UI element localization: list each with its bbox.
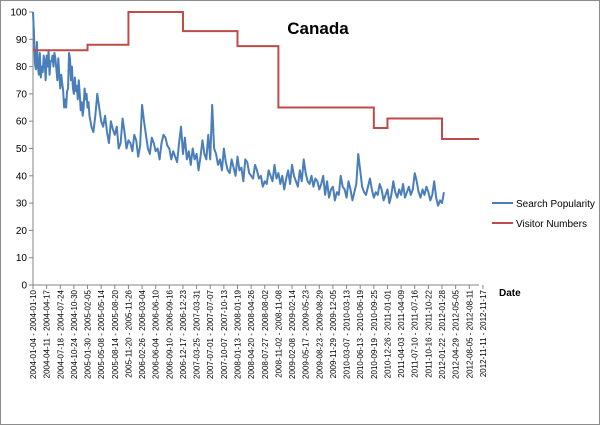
- x-tick-label: 2008-11-02 - 2008-11-08: [274, 289, 283, 377]
- y-tick-label: 100: [10, 8, 27, 19]
- x-tick-label: 2004-07-18 - 2004-07-24: [56, 289, 65, 379]
- legend-label-search-popularity: Search Popularity: [516, 199, 595, 210]
- x-tick-label: 2009-02-08 - 2009-02-14: [288, 289, 297, 379]
- x-tick-label: 2010-09-19 - 2010-09-25: [370, 289, 379, 379]
- x-tick-label: 2010-06-13 - 2010-06-19: [356, 289, 365, 379]
- legend-label-visitor-numbers: Visitor Numbers: [516, 219, 587, 230]
- x-tick-label: 2006-12-17 - 2006-12-23: [179, 289, 188, 379]
- x-tick-label: 2011-07-10 - 2011-07-16: [411, 289, 420, 377]
- series-layer: [32, 11, 479, 207]
- x-tick-label: 2005-01-30 - 2005-02-05: [84, 289, 93, 379]
- x-tick-label: 2010-03-07 - 2010-03-13: [343, 289, 352, 379]
- legend: Search Popularity Visitor Numbers: [492, 199, 595, 230]
- y-tick-label: 50: [16, 144, 28, 155]
- x-tick-label: 2008-04-20 - 2008-04-26: [247, 289, 256, 379]
- x-tick-label: 2012-04-29 - 2012-05-05: [452, 289, 461, 379]
- y-tick-label: 60: [16, 117, 28, 128]
- x-tick-label: 2007-03-25 - 2007-03-31: [193, 289, 202, 379]
- series-line-search-popularity: [32, 11, 445, 207]
- x-tick-label: 2005-05-08 - 2005-05-14: [97, 289, 106, 379]
- y-tick-label: 0: [21, 281, 27, 292]
- y-tick-label: 80: [16, 62, 28, 73]
- y-tick-label: 20: [16, 226, 28, 237]
- x-tick-label: 2006-09-10 - 2006-09-16: [165, 289, 174, 379]
- x-tick-label: 2008-07-27 - 2008-08-02: [261, 289, 270, 379]
- x-tick-label: 2004-04-11 - 2004-04-17: [43, 289, 52, 378]
- y-tick-label: 30: [16, 199, 28, 210]
- x-tick-label: 2010-12-26 - 2011-01-01: [383, 289, 392, 378]
- chart-title: Canada: [287, 19, 349, 38]
- x-tick-label: 2004-10-24 - 2004-10-30: [70, 289, 79, 379]
- x-tick-label: 2006-06-04 - 2006-06-10: [152, 289, 161, 379]
- x-tick-label: 2009-08-23 - 2009-08-29: [315, 289, 324, 379]
- y-tick-label: 90: [16, 35, 28, 46]
- y-axis-ticks: 0 10 20 30 40 50 60 70 80 90 100: [10, 8, 33, 292]
- x-tick-label: 2011-04-03 - 2011-04-09: [397, 289, 406, 377]
- x-tick-label: 2009-11-29 - 2009-12-05: [329, 289, 338, 378]
- x-tick-label: 2008-01-13 - 2008-01-19: [233, 289, 242, 379]
- y-tick-label: 40: [16, 171, 28, 182]
- x-tick-label: 2005-11-20 - 2005-11-26: [124, 289, 133, 377]
- x-tick-label: 2005-08-14 - 2005-08-20: [111, 289, 120, 379]
- x-tick-label: 2007-07-01 - 2007-07-07: [206, 289, 215, 379]
- x-axis-ticks: 2004-01-04 - 2004-01-10 2004-04-11 - 2004…: [29, 285, 488, 379]
- x-tick-label: 2007-10-07 - 2007-10-13: [220, 289, 229, 379]
- x-tick-label: 2004-01-04 - 2004-01-10: [29, 289, 38, 379]
- x-axis-label: Date: [499, 288, 521, 299]
- x-tick-label: 2006-02-26 - 2006-03-04: [138, 289, 147, 379]
- y-tick-label: 70: [16, 89, 28, 100]
- x-tick-label: 2009-05-17 - 2009-05-23: [302, 289, 311, 379]
- y-tick-label: 10: [16, 253, 28, 264]
- x-tick-label: 2012-01-22 - 2012-01-28: [438, 289, 447, 379]
- x-tick-label: 2011-10-16 - 2011-10-22: [424, 289, 433, 377]
- x-tick-label: 2012-11-11 - 2012-11-17: [479, 289, 488, 377]
- x-tick-label: 2012-08-05 - 2012-08-11: [465, 289, 474, 378]
- series-line-visitor-numbers: [33, 11, 479, 140]
